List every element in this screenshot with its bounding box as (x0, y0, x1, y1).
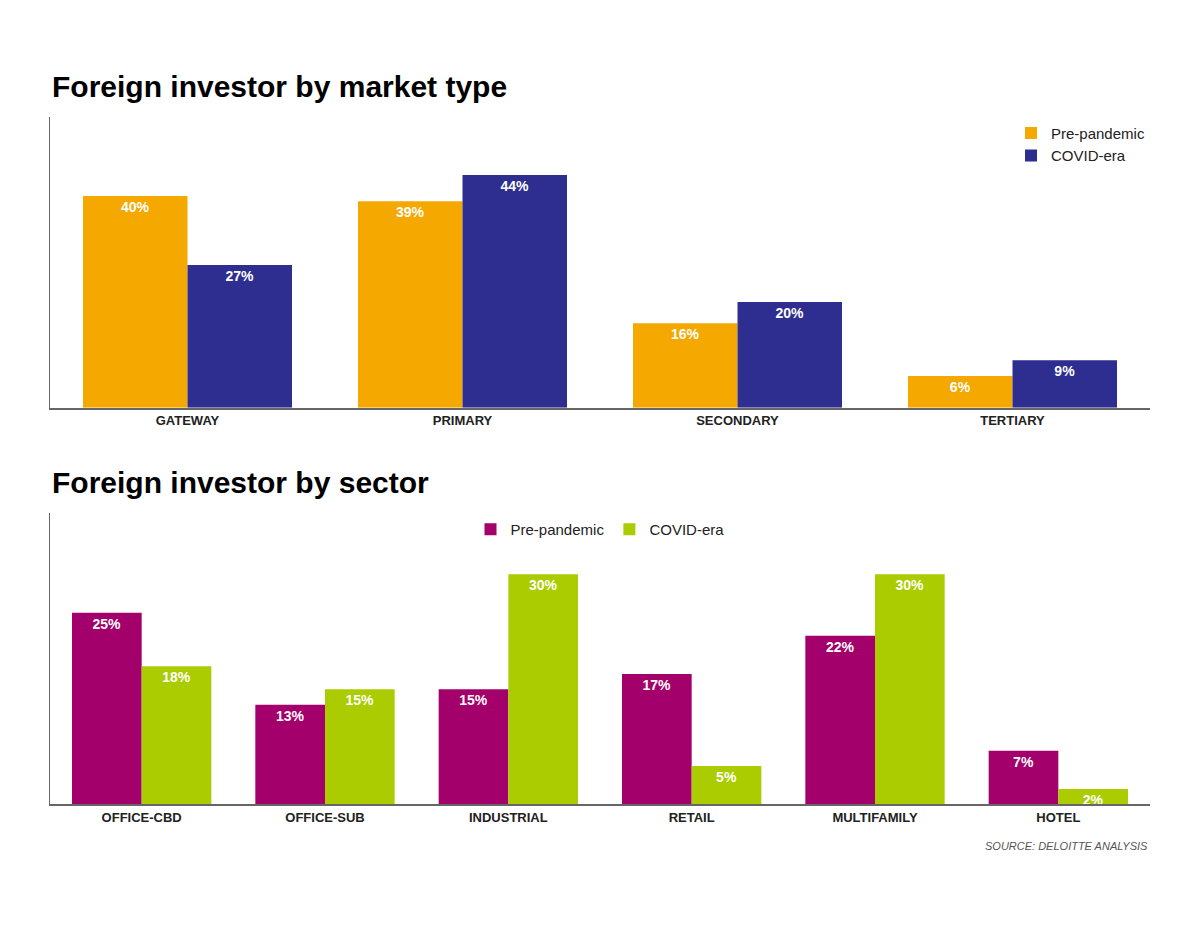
svg-text:30%: 30% (529, 577, 558, 593)
svg-text:5%: 5% (716, 769, 737, 785)
svg-text:30%: 30% (896, 577, 925, 593)
svg-text:9%: 9% (1054, 363, 1075, 379)
svg-text:7%: 7% (1013, 754, 1034, 770)
svg-text:39%: 39% (396, 204, 425, 220)
svg-text:OFFICE-CBD: OFFICE-CBD (102, 810, 182, 825)
svg-text:Pre-pandemic: Pre-pandemic (1051, 125, 1145, 142)
svg-text:27%: 27% (225, 268, 254, 284)
svg-text:HOTEL: HOTEL (1036, 810, 1080, 825)
svg-text:TERTIARY: TERTIARY (980, 413, 1045, 428)
svg-text:Foreign investor by sector: Foreign investor by sector (52, 466, 429, 499)
svg-text:18%: 18% (162, 669, 191, 685)
svg-text:15%: 15% (459, 692, 488, 708)
svg-text:6%: 6% (950, 379, 971, 395)
svg-text:16%: 16% (671, 326, 700, 342)
svg-text:RETAIL: RETAIL (669, 810, 715, 825)
svg-text:13%: 13% (276, 708, 305, 724)
svg-text:COVID-era: COVID-era (649, 521, 724, 538)
svg-text:Pre-pandemic: Pre-pandemic (511, 521, 605, 538)
svg-text:40%: 40% (121, 199, 150, 215)
svg-text:GATEWAY: GATEWAY (156, 413, 220, 428)
svg-text:COVID-era: COVID-era (1051, 147, 1126, 164)
svg-text:OFFICE-SUB: OFFICE-SUB (285, 810, 364, 825)
svg-text:20%: 20% (775, 305, 804, 321)
svg-text:INDUSTRIAL: INDUSTRIAL (469, 810, 548, 825)
svg-text:15%: 15% (346, 692, 375, 708)
svg-text:Foreign investor by market typ: Foreign investor by market type (52, 70, 507, 103)
svg-text:17%: 17% (643, 677, 672, 693)
svg-text:2%: 2% (1083, 792, 1104, 808)
svg-text:25%: 25% (93, 616, 122, 632)
svg-text:SOURCE: DELOITTE ANALYSIS: SOURCE: DELOITTE ANALYSIS (985, 840, 1148, 852)
svg-text:22%: 22% (826, 639, 855, 655)
svg-text:PRIMARY: PRIMARY (433, 413, 493, 428)
svg-text:SECONDARY: SECONDARY (696, 413, 779, 428)
svg-text:44%: 44% (500, 178, 529, 194)
svg-text:MULTIFAMILY: MULTIFAMILY (832, 810, 918, 825)
